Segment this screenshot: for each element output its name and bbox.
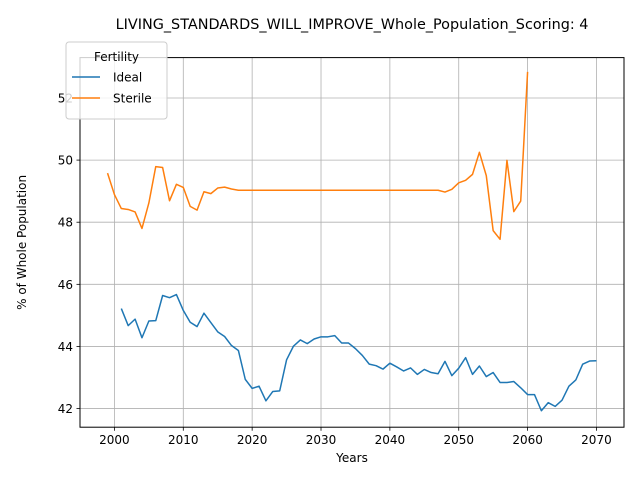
x-tick-label: 2040 — [375, 433, 406, 447]
x-tick-label: 2010 — [168, 433, 199, 447]
y-tick-label: 48 — [58, 216, 73, 230]
x-axis-label: Years — [335, 451, 368, 465]
y-tick-label: 42 — [58, 402, 73, 416]
legend-title: Fertility — [94, 50, 139, 64]
y-tick-label: 50 — [58, 154, 73, 168]
chart-title: LIVING_STANDARDS_WILL_IMPROVE_Whole_Popu… — [116, 17, 589, 33]
x-tick-label: 2070 — [581, 433, 612, 447]
x-tick-label: 2060 — [512, 433, 543, 447]
y-tick-label: 46 — [58, 278, 73, 292]
legend-label-ideal: Ideal — [113, 71, 142, 85]
x-tick-label: 2020 — [237, 433, 268, 447]
series-line-sterile — [106, 71, 529, 241]
series-line-ideal — [120, 293, 597, 412]
legend-box — [65, 41, 168, 120]
series-lines — [106, 71, 597, 412]
plot-frame — [79, 57, 625, 428]
x-tick-label: 2030 — [306, 433, 337, 447]
y-tick-label: 44 — [58, 340, 73, 354]
y-axis-label: % of Whole Population — [15, 175, 29, 310]
x-tick-label: 2050 — [443, 433, 474, 447]
legend: Fertility Ideal Sterile — [65, 41, 168, 120]
legend-label-sterile: Sterile — [113, 92, 152, 106]
x-axis-ticks: 2000 2010 2020 2030 2040 2050 2060 2070 — [99, 427, 612, 447]
x-tick-label: 2000 — [99, 433, 130, 447]
grid-lines — [80, 57, 624, 428]
